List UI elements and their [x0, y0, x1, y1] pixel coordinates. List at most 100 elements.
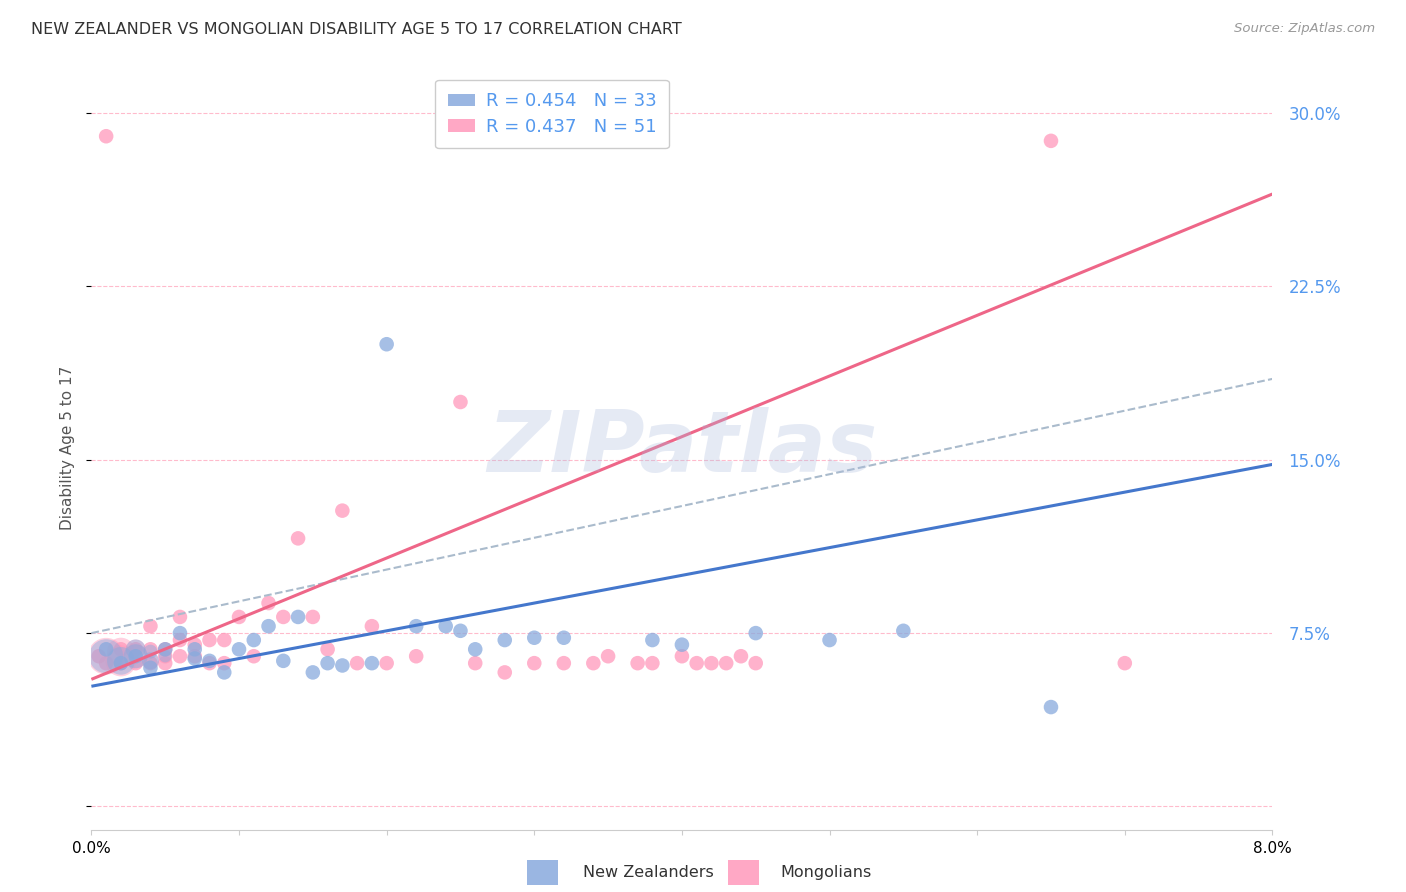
Point: [464, 656, 486, 670]
Point: [214, 656, 236, 670]
Point: [523, 631, 546, 645]
Point: [110, 656, 132, 670]
Point: [183, 642, 207, 657]
Point: [730, 649, 752, 664]
Text: Mongolians: Mongolians: [780, 865, 872, 880]
Point: [360, 619, 382, 633]
Point: [139, 656, 162, 670]
Point: [124, 642, 148, 657]
Point: [96, 642, 118, 657]
Point: [494, 665, 516, 680]
Point: [169, 633, 191, 648]
Point: [301, 610, 323, 624]
Point: [671, 649, 693, 664]
Point: [301, 665, 323, 680]
Point: [124, 649, 148, 664]
Point: [553, 656, 575, 670]
Point: [87, 649, 110, 664]
Point: [523, 656, 546, 670]
Point: [893, 624, 915, 638]
Point: [110, 656, 132, 670]
Point: [198, 656, 221, 670]
Point: [745, 656, 768, 670]
Point: [110, 654, 132, 668]
Point: [714, 656, 737, 670]
Point: [183, 651, 207, 665]
Text: ZIPatlas: ZIPatlas: [486, 407, 877, 490]
Point: [214, 665, 236, 680]
Point: [346, 656, 368, 670]
Text: Source: ZipAtlas.com: Source: ZipAtlas.com: [1234, 22, 1375, 36]
Point: [124, 649, 148, 664]
Point: [139, 619, 162, 633]
Point: [96, 649, 118, 664]
Point: [139, 644, 162, 658]
Point: [257, 596, 280, 610]
Point: [450, 395, 472, 409]
Point: [405, 619, 427, 633]
Point: [153, 642, 177, 657]
Point: [641, 633, 664, 648]
Text: New Zealanders: New Zealanders: [583, 865, 714, 880]
Point: [198, 654, 221, 668]
Point: [271, 654, 295, 668]
Point: [316, 642, 339, 657]
Point: [1114, 656, 1136, 670]
Point: [686, 656, 709, 670]
Point: [169, 649, 191, 664]
Point: [96, 129, 118, 144]
Point: [1040, 700, 1063, 714]
Point: [139, 654, 162, 668]
Point: [198, 633, 221, 648]
Point: [124, 649, 148, 664]
Point: [287, 610, 309, 624]
Point: [405, 649, 427, 664]
Point: [582, 656, 605, 670]
Point: [183, 649, 207, 664]
Point: [228, 642, 250, 657]
Point: [360, 656, 382, 670]
Point: [110, 644, 132, 658]
Point: [124, 656, 148, 670]
Point: [153, 642, 177, 657]
Point: [169, 626, 191, 640]
Point: [494, 633, 516, 648]
Point: [627, 656, 650, 670]
Point: [287, 532, 309, 546]
Point: [139, 642, 162, 657]
Legend: R = 0.454   N = 33, R = 0.437   N = 51: R = 0.454 N = 33, R = 0.437 N = 51: [434, 79, 669, 148]
Point: [553, 631, 575, 645]
Point: [450, 624, 472, 638]
Point: [671, 638, 693, 652]
Point: [271, 610, 295, 624]
Point: [183, 638, 207, 652]
Point: [96, 649, 118, 664]
Point: [243, 649, 266, 664]
Point: [153, 649, 177, 664]
Point: [124, 642, 148, 657]
Point: [316, 656, 339, 670]
Point: [169, 610, 191, 624]
Point: [153, 656, 177, 670]
Point: [332, 658, 354, 673]
Point: [434, 619, 457, 633]
Point: [700, 656, 723, 670]
Y-axis label: Disability Age 5 to 17: Disability Age 5 to 17: [60, 366, 76, 531]
Point: [375, 656, 398, 670]
Point: [464, 642, 486, 657]
Point: [96, 656, 118, 670]
Point: [818, 633, 841, 648]
Point: [110, 642, 132, 657]
Point: [641, 656, 664, 670]
Point: [332, 503, 354, 517]
Point: [745, 626, 768, 640]
Point: [110, 654, 132, 668]
Point: [598, 649, 620, 664]
Text: NEW ZEALANDER VS MONGOLIAN DISABILITY AGE 5 TO 17 CORRELATION CHART: NEW ZEALANDER VS MONGOLIAN DISABILITY AG…: [31, 22, 682, 37]
Point: [228, 610, 250, 624]
Point: [139, 661, 162, 675]
Point: [243, 633, 266, 648]
Point: [139, 654, 162, 668]
Point: [214, 633, 236, 648]
Point: [124, 642, 148, 657]
